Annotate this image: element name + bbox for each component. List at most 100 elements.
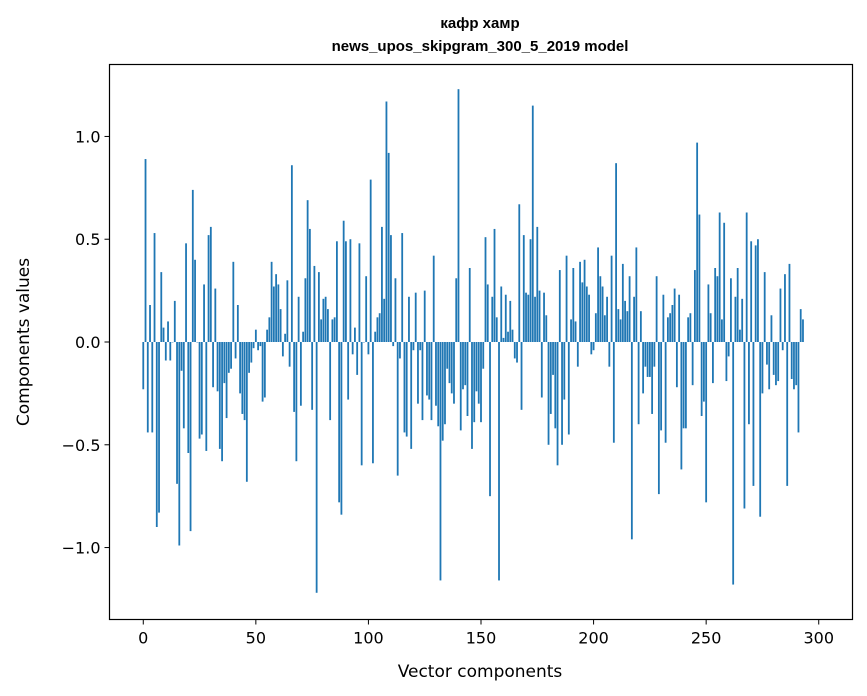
- bar-145: [468, 268, 471, 342]
- bar-214: [624, 300, 626, 342]
- bar-133: [441, 342, 444, 441]
- bar-76: [313, 265, 316, 342]
- bar-229: [657, 342, 660, 495]
- bar-181: [549, 342, 552, 414]
- bar-77: [315, 342, 318, 593]
- bar-232: [664, 342, 667, 443]
- plot-frame: [108, 63, 854, 621]
- bar-200: [592, 342, 595, 351]
- bar-93: [351, 342, 354, 355]
- bar-191: [572, 268, 575, 342]
- x-tick-label: 200: [578, 629, 609, 648]
- bar-16: [178, 342, 181, 546]
- x-tick-label: 250: [691, 629, 722, 648]
- bar-283: [779, 288, 782, 342]
- bar-7: [158, 342, 160, 513]
- bar-40: [232, 261, 235, 342]
- bar-66: [290, 165, 293, 342]
- bar-156: [493, 228, 496, 342]
- bar-132: [439, 342, 442, 581]
- bar-235: [671, 305, 674, 342]
- bar-262: [732, 342, 735, 585]
- bar-26: [200, 342, 203, 435]
- bar-51: [257, 342, 259, 351]
- bar-193: [576, 342, 579, 367]
- bar-78: [317, 272, 320, 342]
- bar-280: [772, 342, 775, 375]
- chart-title: кафр хамр: [440, 15, 519, 32]
- bar-210: [615, 163, 617, 342]
- bar-92: [349, 239, 352, 342]
- bar-95: [356, 342, 359, 375]
- bar-161: [504, 294, 507, 342]
- bar-69: [297, 296, 300, 342]
- bar-199: [590, 342, 593, 355]
- bar-220: [637, 342, 640, 425]
- bar-52: [259, 342, 262, 347]
- bar-116: [403, 342, 406, 433]
- bar-35: [221, 342, 223, 462]
- bar-102: [372, 342, 374, 464]
- chart-subtitle: news_upos_skipgram_300_5_2019 model: [332, 38, 629, 55]
- bar-179: [545, 315, 548, 342]
- bar-3: [149, 305, 151, 342]
- bar-141: [459, 342, 462, 431]
- bar-292: [799, 309, 802, 342]
- bar-34: [218, 342, 221, 449]
- bar-285: [784, 274, 786, 342]
- bar-160: [502, 337, 505, 342]
- bar-68: [295, 342, 298, 462]
- bar-144: [466, 342, 469, 416]
- bar-267: [743, 342, 746, 509]
- bar-189: [567, 342, 570, 435]
- bar-273: [757, 239, 759, 342]
- x-tick-label: 0: [138, 629, 148, 648]
- bar-204: [601, 286, 604, 342]
- bar-257: [721, 319, 723, 342]
- bar-252: [709, 313, 712, 342]
- y-tick-label: −1.0: [62, 539, 101, 558]
- bar-72: [304, 278, 307, 342]
- bar-79: [320, 319, 323, 342]
- bar-263: [734, 296, 737, 342]
- bar-188: [565, 255, 568, 342]
- bar-241: [684, 342, 687, 429]
- bar-244: [691, 342, 694, 386]
- bar-233: [666, 317, 669, 342]
- bar-17: [180, 342, 183, 371]
- bar-201: [594, 313, 597, 342]
- bar-88: [340, 342, 343, 515]
- bar-269: [748, 342, 750, 425]
- bar-36: [223, 342, 226, 384]
- bar-190: [570, 319, 572, 342]
- bar-212: [619, 319, 622, 342]
- bar-184: [556, 342, 559, 466]
- bar-85: [333, 317, 336, 342]
- bar-46: [245, 342, 248, 482]
- bar-162: [507, 331, 509, 342]
- bar-15: [176, 342, 178, 484]
- bar-150: [480, 342, 482, 423]
- bar-248: [700, 342, 703, 416]
- bar-289: [793, 342, 795, 390]
- bar-227: [653, 342, 656, 367]
- bar-84: [331, 319, 334, 342]
- bar-169: [522, 235, 525, 342]
- bar-183: [554, 342, 557, 429]
- bar-192: [574, 321, 577, 342]
- bar-173: [531, 105, 534, 342]
- bar-38: [227, 342, 230, 373]
- bar-129: [432, 255, 435, 342]
- bar-23: [194, 259, 196, 342]
- bar-80: [322, 298, 325, 342]
- bar-22: [191, 189, 194, 342]
- bar-140: [457, 89, 460, 342]
- bar-121: [414, 292, 417, 342]
- bar-157: [495, 317, 498, 342]
- bar-90: [345, 241, 347, 342]
- bar-290: [795, 342, 798, 386]
- bar-109: [387, 152, 390, 342]
- bar-291: [797, 342, 800, 433]
- bar-0: [142, 342, 145, 390]
- bar-198: [588, 294, 590, 342]
